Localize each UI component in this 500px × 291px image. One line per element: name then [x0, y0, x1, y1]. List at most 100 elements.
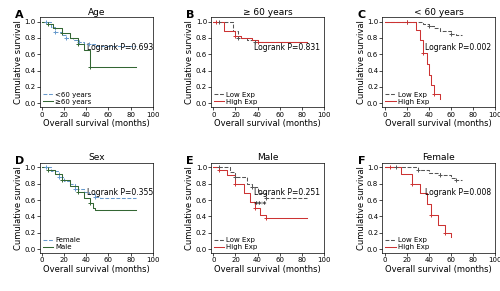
Title: Sex: Sex [88, 153, 104, 162]
Low Exp [232, 175, 238, 179]
High Exp [404, 20, 409, 23]
Low Exp [459, 34, 465, 37]
Low Exp [404, 20, 409, 23]
High Exp [247, 200, 253, 203]
High Exp [242, 192, 248, 195]
Low Exp [404, 166, 409, 169]
<60 years [92, 44, 98, 48]
High Exp [212, 20, 218, 23]
High Exp [412, 28, 418, 31]
Female [72, 187, 78, 190]
Text: ***: *** [254, 201, 268, 210]
X-axis label: Overall survival (months): Overall survival (months) [214, 119, 321, 128]
Low Exp [210, 166, 216, 169]
High Exp [222, 30, 228, 33]
Male [67, 184, 73, 188]
Text: Logrank P=0.008: Logrank P=0.008 [425, 188, 492, 197]
Female [62, 180, 68, 183]
High Exp [238, 36, 244, 40]
High Exp [420, 51, 426, 54]
High Exp [428, 213, 434, 217]
Title: Female: Female [422, 153, 455, 162]
X-axis label: Overall survival (months): Overall survival (months) [214, 265, 321, 274]
Text: E: E [186, 156, 194, 166]
High Exp [224, 174, 230, 177]
Low Exp [252, 40, 258, 44]
Low Exp [244, 39, 250, 42]
Line: High Exp: High Exp [384, 167, 451, 237]
Title: ≥ 60 years: ≥ 60 years [242, 8, 292, 17]
Line: Low Exp: Low Exp [384, 22, 462, 36]
Line: Male: Male [42, 167, 136, 210]
Low Exp [454, 178, 460, 181]
Text: C: C [358, 10, 366, 20]
High Exp [382, 166, 388, 169]
Y-axis label: Cumulative survival: Cumulative survival [186, 166, 194, 250]
Male [92, 208, 98, 212]
Low Exp [448, 32, 454, 36]
Female [96, 197, 102, 200]
Line: High Exp: High Exp [214, 167, 307, 218]
Title: Male: Male [257, 153, 278, 162]
Male [59, 178, 65, 181]
High Exp [442, 231, 448, 235]
Low Exp [426, 24, 432, 27]
Legend: Female, Male: Female, Male [42, 237, 81, 251]
Low Exp [437, 30, 443, 33]
High Exp [392, 20, 398, 23]
Low Exp [432, 26, 438, 30]
High Exp [249, 39, 255, 42]
High Exp [232, 35, 238, 38]
Y-axis label: Cumulative survival: Cumulative survival [356, 166, 366, 250]
Line: <60 years: <60 years [42, 22, 136, 46]
High Exp [254, 40, 260, 44]
Female [56, 175, 62, 179]
≥60 years [50, 26, 56, 30]
Male [90, 206, 96, 210]
Legend: Low Exp, High Exp: Low Exp, High Exp [214, 237, 258, 251]
Female [81, 190, 87, 194]
Text: F: F [358, 156, 365, 166]
Low Exp [304, 197, 310, 200]
High Exp [304, 216, 310, 220]
Text: Logrank P=0.002: Logrank P=0.002 [425, 43, 492, 52]
Low Exp [264, 197, 270, 200]
<60 years [42, 20, 48, 23]
High Exp [417, 192, 423, 195]
High Exp [434, 223, 440, 226]
≥60 years [133, 65, 139, 68]
Male [39, 166, 45, 169]
Text: Logrank P=0.831: Logrank P=0.831 [254, 43, 320, 52]
X-axis label: Overall survival (months): Overall survival (months) [43, 265, 150, 274]
High Exp [387, 166, 393, 169]
Female [39, 166, 45, 169]
Low Exp [459, 178, 465, 181]
Line: Low Exp: Low Exp [214, 22, 307, 42]
High Exp [210, 20, 216, 23]
Legend: Low Exp, High Exp: Low Exp, High Exp [384, 91, 430, 105]
High Exp [426, 73, 432, 77]
Male [81, 196, 87, 199]
Low Exp [437, 174, 443, 177]
High Exp [424, 202, 430, 206]
High Exp [304, 40, 310, 44]
≥60 years [44, 22, 51, 26]
Low Exp [392, 166, 398, 169]
Y-axis label: Cumulative survival: Cumulative survival [14, 166, 23, 250]
<60 years [52, 31, 59, 34]
High Exp [428, 84, 434, 87]
High Exp [382, 20, 388, 23]
Y-axis label: Cumulative survival: Cumulative survival [356, 20, 366, 104]
Line: Low Exp: Low Exp [384, 167, 462, 180]
Low Exp [414, 168, 420, 171]
≥60 years [67, 36, 73, 40]
<60 years [48, 26, 54, 29]
Legend: Low Exp, High Exp: Low Exp, High Exp [214, 91, 258, 105]
Low Exp [448, 176, 454, 180]
Female [133, 197, 139, 200]
Line: High Exp: High Exp [214, 22, 307, 42]
High Exp [210, 166, 216, 169]
X-axis label: Overall survival (months): Overall survival (months) [386, 119, 492, 128]
Low Exp [244, 182, 250, 185]
Legend: <60 years, ≥60 years: <60 years, ≥60 years [42, 91, 92, 105]
